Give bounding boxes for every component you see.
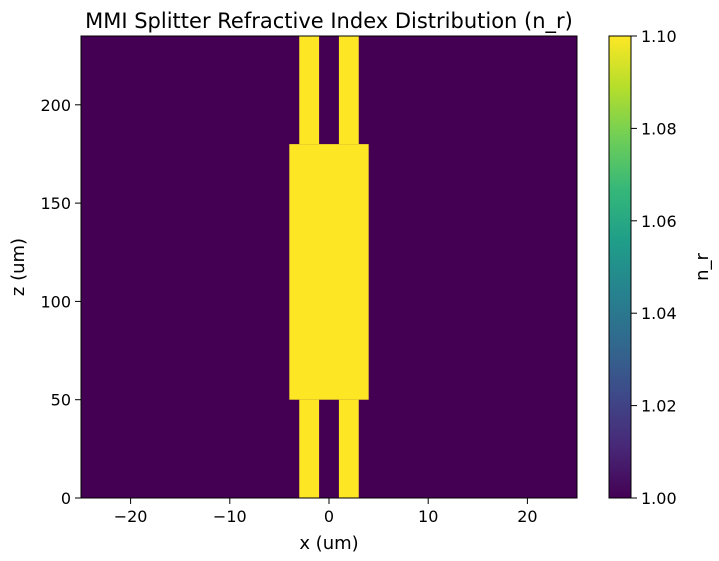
y-tick-label: 50: [51, 391, 71, 410]
x-tick-label: 20: [517, 507, 537, 526]
y-tick-label: 100: [40, 292, 71, 311]
heatmap-region-output-waveguide-left: [299, 36, 320, 145]
colorbar-tick-label: 1.08: [641, 119, 677, 138]
colorbar-tick-label: 1.00: [641, 489, 677, 508]
x-axis: −20 −10 0 10 20: [114, 498, 538, 526]
colorbar-tick-label: 1.04: [641, 304, 677, 323]
colorbar-frame: [608, 35, 632, 499]
colorbar-tick-label: 1.06: [641, 212, 677, 231]
plot-area: [80, 35, 578, 499]
heatmap-region-input-waveguide-right: [338, 399, 359, 498]
colorbar-gradient: [609, 36, 631, 498]
x-tick-label: 0: [324, 507, 334, 526]
colorbar-tick-label: 1.10: [641, 27, 677, 46]
x-tick-label: 10: [418, 507, 438, 526]
x-tick-label: −10: [213, 507, 247, 526]
colorbar: 1.00 1.02 1.04 1.06 1.08 1.10: [608, 27, 677, 508]
heatmap-region-input-waveguide-left: [299, 399, 320, 498]
y-tick-label: 200: [40, 96, 71, 115]
y-tick-label: 0: [61, 489, 71, 508]
y-axis: 0 50 100 150 200: [40, 96, 81, 508]
y-axis-label: z (um): [8, 238, 29, 296]
y-tick-label: 150: [40, 194, 71, 213]
x-tick-label: −20: [114, 507, 148, 526]
colorbar-tick-label: 1.02: [641, 397, 677, 416]
heatmap-region-mmi-section: [289, 144, 369, 400]
chart-title: MMI Splitter Refractive Index Distributi…: [85, 9, 573, 34]
heatmap-region-output-waveguide-right: [338, 36, 359, 145]
colorbar-label: n_r: [692, 252, 713, 280]
x-axis-label: x (um): [299, 533, 358, 554]
